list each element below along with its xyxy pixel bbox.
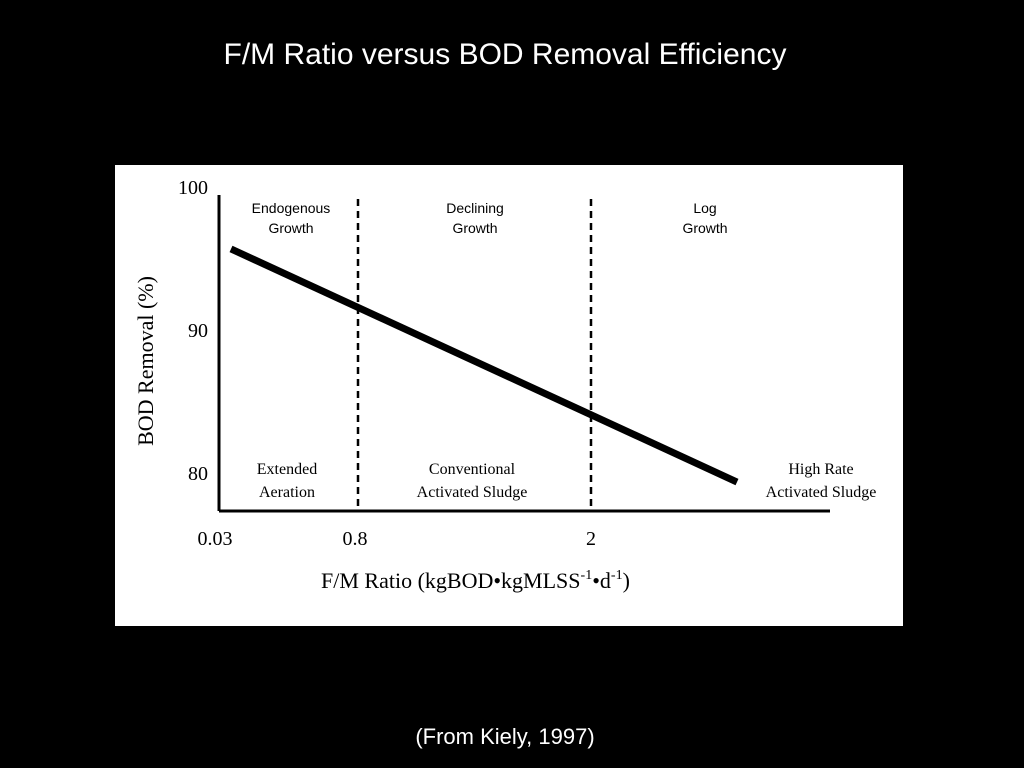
y-tick-label: 90 — [188, 320, 208, 342]
x-axis-label-main: F/M Ratio (kgBOD•kgMLSS — [321, 568, 581, 593]
growth-phase-labels: Endogenous Growth Declining Growth Log Growth — [252, 200, 728, 236]
source-citation: (From Kiely, 1997) — [415, 724, 595, 749]
process-label-line: Activated Sludge — [766, 484, 877, 501]
x-axis-label-sup2: -1 — [611, 568, 623, 583]
process-label-line: High Rate — [788, 461, 853, 478]
y-tick-label: 100 — [178, 177, 208, 199]
x-axis-label-mid: •d — [592, 568, 611, 593]
x-axis-label: F/M Ratio (kgBOD•kgMLSS-1•d-1) — [321, 568, 630, 593]
x-tick-label: 0.8 — [343, 528, 368, 550]
y-axis-label: BOD Removal (%) — [133, 276, 158, 446]
x-axis-label-end: ) — [623, 568, 630, 593]
growth-label-line: Growth — [452, 220, 497, 236]
process-label-line: Aeration — [259, 484, 315, 501]
process-label-line: Conventional — [429, 461, 516, 478]
process-label-line: Extended — [257, 461, 317, 478]
series — [229, 245, 739, 486]
series-line-0 — [229, 245, 739, 486]
growth-label-line: Declining — [446, 200, 504, 216]
region-dividers — [356, 199, 593, 511]
y-tick-label: 80 — [188, 463, 208, 485]
chart-panel: 100 90 80 0.03 0.8 2 Endogenous Growth Declini… — [115, 165, 903, 626]
slide-title: F/M Ratio versus BOD Removal Efficiency — [223, 38, 787, 71]
growth-label-line: Log — [693, 200, 716, 216]
x-axis-label-sup1: -1 — [581, 568, 593, 583]
growth-label-line: Growth — [682, 220, 727, 236]
x-tick-labels: 0.03 0.8 2 — [198, 528, 597, 550]
axes — [217, 195, 830, 513]
process-labels: Extended Aeration Conventional Activated Sl… — [257, 461, 877, 501]
x-tick-label: 2 — [586, 528, 596, 550]
growth-label-line: Growth — [268, 220, 313, 236]
growth-label-line: Endogenous — [252, 200, 331, 216]
bod-removal-chart: 100 90 80 0.03 0.8 2 Endogenous Growth Declini… — [133, 177, 877, 593]
x-tick-label: 0.03 — [198, 528, 233, 550]
process-label-line: Activated Sludge — [417, 484, 528, 501]
y-tick-labels: 100 90 80 — [178, 177, 208, 485]
